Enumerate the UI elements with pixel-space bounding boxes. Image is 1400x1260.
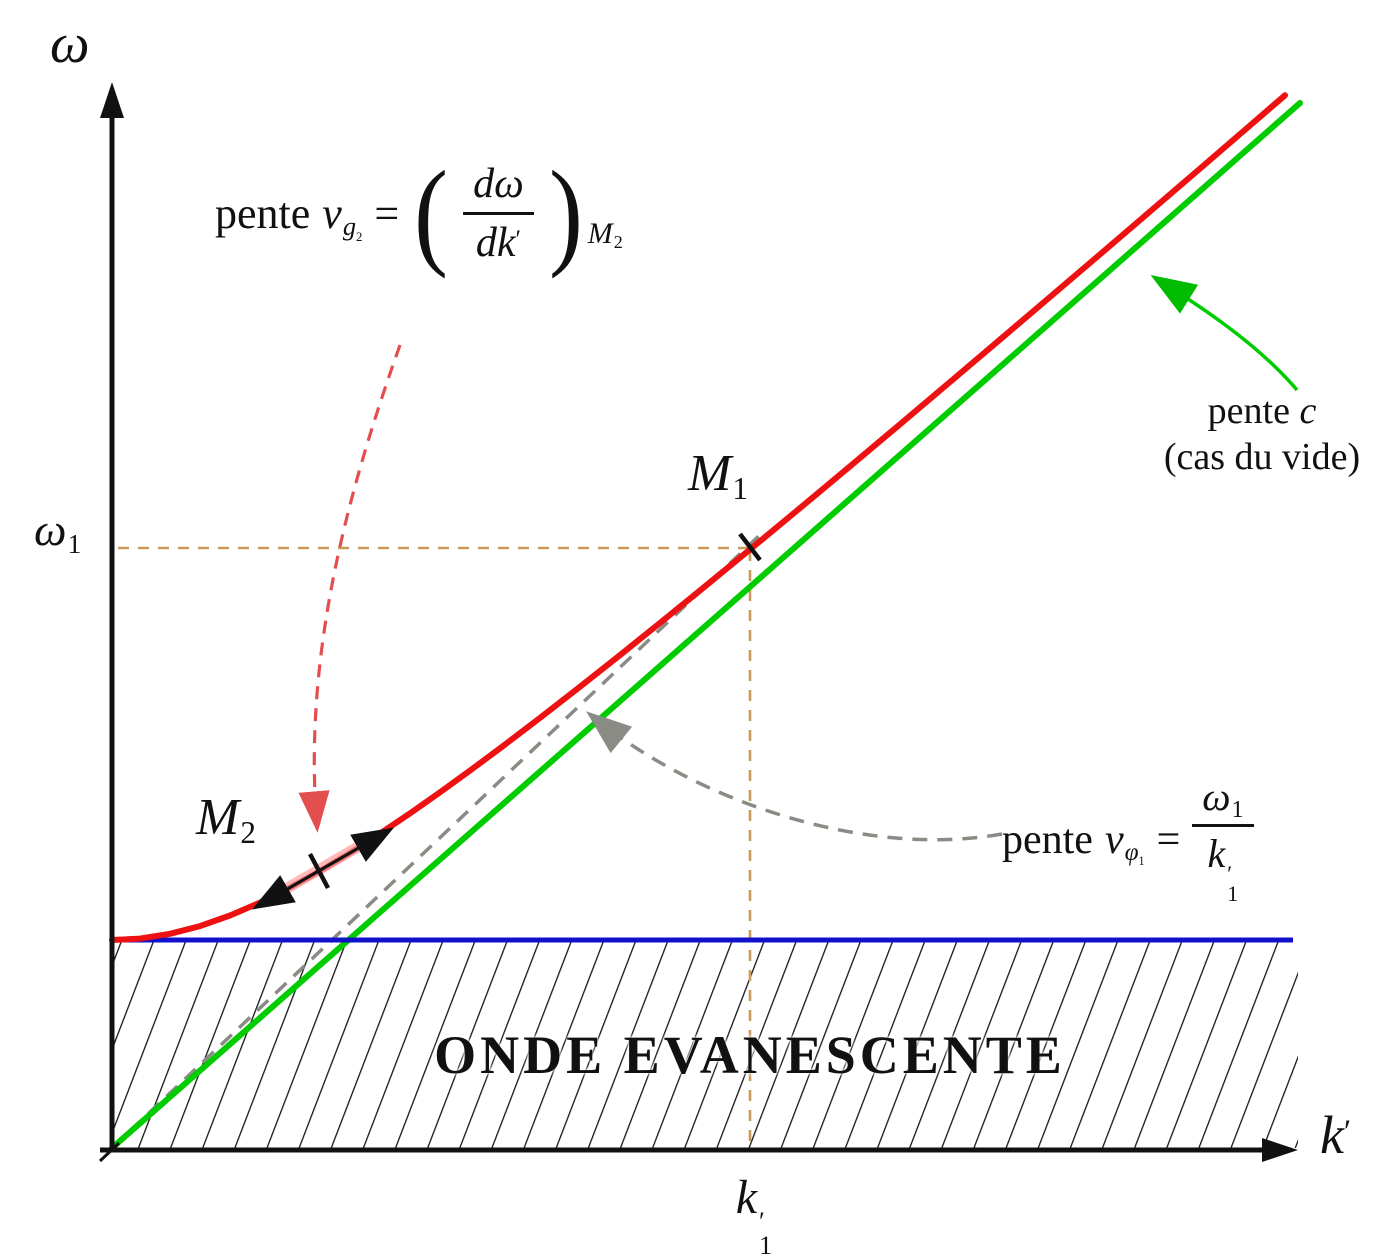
omega1-tick-label: ω1 [34,503,82,559]
omega1-base: ω [34,504,67,555]
vg2-v-sub: g [342,211,357,242]
vphi1-den-prime: ′ [1227,861,1233,886]
vphi1-den-stack: ′ 1 [1227,861,1239,906]
y-axis-label-text: ω [50,13,90,75]
x-axis-arrowhead [1262,1138,1298,1162]
vg2-v: v [322,189,342,239]
vg2-frac-denominator: dk′ [476,215,521,265]
x-axis-label: k′ [1320,1104,1351,1166]
vg2-paren-sub-base: M [587,217,613,251]
vphi1-v: v [1104,816,1124,863]
pente-c-line1: pente c [1116,388,1400,434]
M2-sub: 2 [240,814,256,850]
vphi1-equals: = [1156,816,1181,863]
omega1-sub: 1 [67,527,82,559]
pente-c-variable: c [1299,390,1317,432]
vg2-pente-text: pente [215,189,311,239]
k1-prime-sub-stack: ′ 1 [759,1205,773,1260]
M2-point-label: M2 [196,788,256,850]
vphi1-den-base: k [1207,831,1226,876]
vg2-paren-subscript: M2 [587,217,623,253]
vg2-v-subsub: 2 [356,230,363,245]
k1-base: k [735,1171,758,1224]
M1-base: M [688,445,732,502]
vphi1-fraction: ω1 k ′ 1 [1192,774,1254,906]
x-axis-label-prime: ′ [1343,1113,1352,1150]
vphi1-num-sub: 1 [1231,796,1244,823]
M1-tick [738,532,762,562]
vphi1-pente-text: pente [1002,816,1093,863]
k1-tick-label: k ′ 1 [712,1170,796,1260]
vphi1-slope-label: pente vφ1 = ω1 k ′ 1 [1002,776,1254,904]
pente-c-text: pente [1207,390,1290,432]
vg2-paren-sub-index: 2 [613,232,623,253]
vphi1-v-subsub: 1 [1138,854,1145,869]
vg2-fraction: dω dk′ [463,162,534,265]
vphi1-den-sub: 1 [1227,880,1239,906]
vphi1-frac-numerator: ω1 [1192,774,1254,827]
vg2-v-token: vg2 [322,188,362,244]
vg2-close-paren: ) [548,146,583,280]
pente-c-line2: (cas du vide) [1163,436,1361,479]
vacuum-light-line [109,100,1303,1151]
pente-c-pointer-arrow [1150,274,1299,392]
vg2-slope-label: pente vg2 = ( dω dk′ ) M2 [215,146,623,280]
M1-sub: 1 [732,470,748,506]
x-axis-label-base: k [1320,1105,1344,1165]
vg2-den-prime: ′ [515,226,522,254]
vphi1-pointer-arrow [586,711,1003,842]
y-axis-label: ω [50,12,90,76]
group-velocity-tangent-arrow [251,827,395,910]
vg2-open-paren: ( [414,146,449,280]
k1-prime: ′ [759,1205,765,1236]
M2-tick [308,852,330,890]
vphi1-v-sub: φ [1124,838,1139,866]
vg2-frac-numerator: dω [463,162,534,216]
vg2-equals: = [374,189,400,239]
vphi1-num-base: ω [1202,774,1231,819]
k1-sub: 1 [759,1229,773,1260]
evanescent-region-text: ONDE EVANESCENTE [434,1025,1066,1085]
vg2-pointer-arrow [298,344,402,833]
pente-c-label: pente c (cas du vide) [1116,388,1400,481]
vg2-den-base: dk [475,220,516,267]
vphi1-v-token: vφ1 [1104,816,1145,869]
evanescent-region-label: ONDE EVANESCENTE [368,1024,1132,1086]
M2-base: M [196,789,240,846]
vphi1-frac-denominator: k ′ 1 [1207,827,1239,906]
y-axis-arrowhead [100,82,124,118]
M1-point-label: M1 [688,444,748,506]
